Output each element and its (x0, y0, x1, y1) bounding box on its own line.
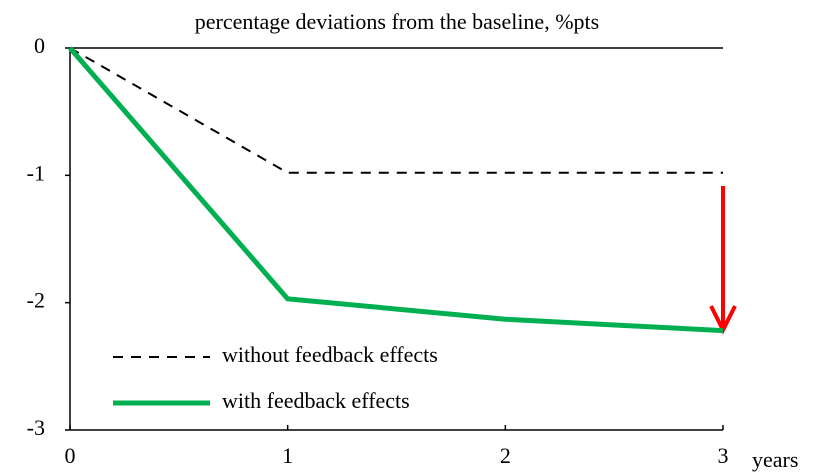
legend-label: without feedback effects (222, 342, 438, 367)
y-tick-label: -2 (27, 288, 45, 313)
y-tick-label: -3 (27, 415, 45, 440)
data-line (69, 47, 723, 174)
y-tick-label: 0 (34, 33, 45, 58)
chart-title: percentage deviations from the baseline,… (195, 9, 599, 34)
x-tick-label: 0 (65, 443, 76, 468)
x-tick-label: 2 (500, 443, 511, 468)
x-axis-label: years (752, 447, 798, 472)
legend-label: with feedback effects (222, 388, 410, 413)
y-tick-label: -1 (27, 160, 45, 185)
data-line (68, 46, 724, 334)
x-tick-label: 1 (282, 443, 293, 468)
x-tick-label: 3 (718, 443, 729, 468)
